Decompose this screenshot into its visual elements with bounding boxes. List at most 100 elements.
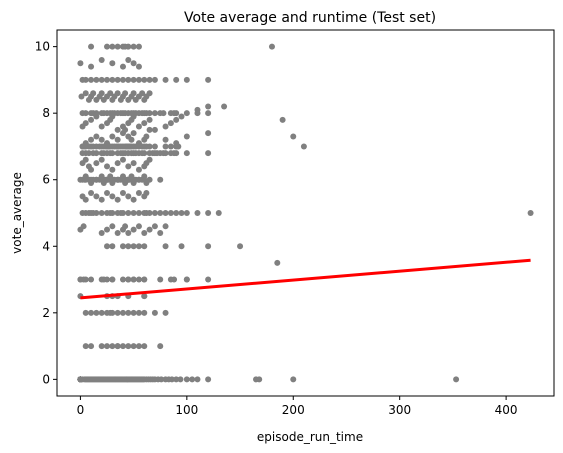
- data-point: [130, 90, 137, 97]
- data-point: [78, 93, 85, 100]
- data-point: [168, 376, 175, 383]
- data-point: [114, 160, 121, 167]
- data-point: [178, 210, 185, 216]
- data-point: [88, 166, 95, 173]
- data-point: [141, 229, 148, 236]
- regression-line: [80, 258, 531, 300]
- data-point: [130, 160, 137, 167]
- data-point: [157, 176, 164, 183]
- data-point: [104, 163, 111, 170]
- data-point: [162, 309, 169, 316]
- data-point: [114, 136, 121, 143]
- data-point: [135, 210, 142, 216]
- data-point: [109, 210, 116, 216]
- data-point: [125, 56, 132, 63]
- data-point: [194, 106, 201, 113]
- data-point: [177, 376, 184, 383]
- data-point: [130, 180, 137, 187]
- data-point: [109, 113, 116, 120]
- data-point: [130, 210, 137, 216]
- data-point: [98, 90, 105, 97]
- data-point: [98, 309, 105, 316]
- data-point: [125, 76, 132, 83]
- data-point: [205, 210, 212, 216]
- data-point: [139, 90, 146, 97]
- data-point: [189, 376, 196, 383]
- data-point: [146, 156, 153, 163]
- data-point: [146, 110, 153, 117]
- data-point: [88, 180, 95, 187]
- x-tick-label: 100: [175, 403, 198, 417]
- data-point: [158, 376, 165, 383]
- data-point: [88, 309, 95, 316]
- data-point: [157, 210, 164, 216]
- data-point: [82, 343, 89, 350]
- data-point: [160, 110, 167, 117]
- data-point: [162, 243, 169, 250]
- data-point: [151, 143, 158, 150]
- data-point: [82, 196, 89, 203]
- x-tick-label: 0: [77, 403, 85, 417]
- data-point: [80, 223, 87, 230]
- data-point: [256, 376, 263, 383]
- data-point: [104, 190, 111, 197]
- data-point: [183, 210, 190, 216]
- data-point: [135, 276, 142, 283]
- data-point: [173, 76, 180, 83]
- data-point: [119, 190, 126, 197]
- data-point: [141, 120, 148, 127]
- data-point: [205, 130, 212, 137]
- data-point: [88, 190, 95, 197]
- data-point: [109, 166, 116, 173]
- data-point: [135, 190, 142, 197]
- data-point: [125, 193, 132, 200]
- data-point: [77, 60, 84, 67]
- data-point: [93, 76, 100, 83]
- data-point: [205, 110, 212, 117]
- data-point: [279, 116, 286, 123]
- data-point: [151, 210, 158, 216]
- data-point: [135, 123, 142, 130]
- data-point: [104, 140, 111, 147]
- x-tick-label: 400: [495, 403, 518, 417]
- data-point: [109, 309, 116, 316]
- data-point: [109, 243, 116, 250]
- data-point: [109, 343, 116, 350]
- data-point: [135, 176, 142, 183]
- data-point: [119, 123, 126, 130]
- data-point: [162, 143, 169, 150]
- data-point: [162, 123, 169, 130]
- data-point: [167, 210, 174, 216]
- data-point: [130, 76, 137, 83]
- y-axis-ticks: 0 2 4 6 8 10: [35, 40, 57, 386]
- data-point: [104, 243, 111, 250]
- data-point: [109, 150, 116, 157]
- data-point: [157, 229, 164, 236]
- data-point: [109, 223, 116, 230]
- data-point: [130, 343, 137, 350]
- data-point: [93, 309, 100, 316]
- data-point: [178, 113, 185, 120]
- data-point: [135, 243, 142, 250]
- x-tick-label: 300: [388, 403, 411, 417]
- data-point: [98, 196, 105, 203]
- data-point: [98, 56, 105, 63]
- data-point: [141, 343, 148, 350]
- y-tick-label: 6: [42, 173, 50, 187]
- data-point: [125, 276, 132, 283]
- x-axis-label: episode_run_time: [257, 430, 363, 444]
- data-point: [194, 210, 201, 216]
- data-point: [77, 176, 84, 183]
- data-point: [183, 150, 190, 157]
- y-tick-label: 8: [42, 106, 50, 120]
- data-point: [82, 156, 89, 163]
- data-point: [114, 176, 121, 183]
- data-point: [88, 43, 95, 50]
- data-point: [128, 173, 135, 180]
- data-point: [109, 180, 116, 187]
- data-point: [162, 223, 169, 230]
- data-point: [82, 140, 89, 147]
- data-point: [98, 276, 105, 283]
- data-point: [98, 173, 105, 180]
- data-point: [85, 150, 92, 157]
